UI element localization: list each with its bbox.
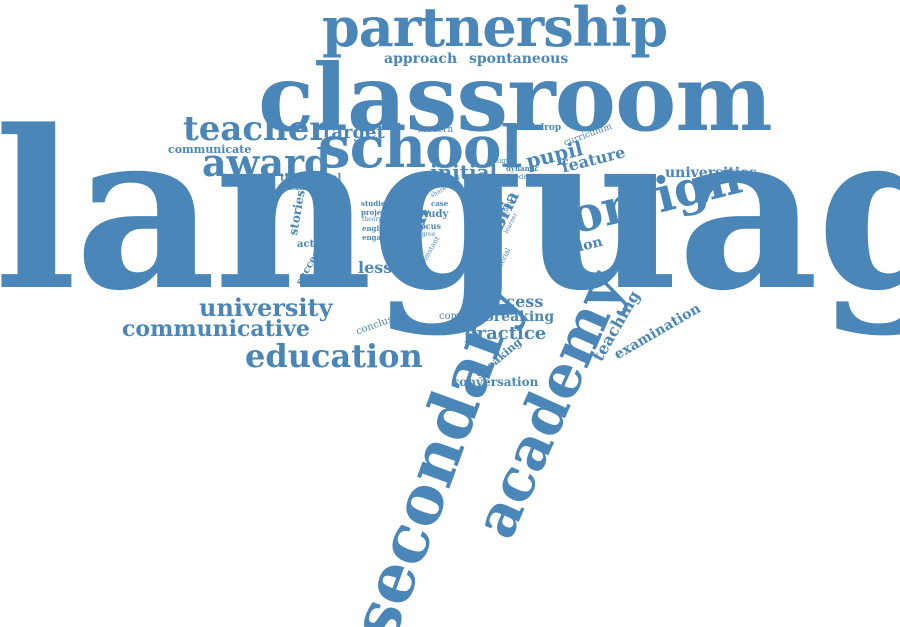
word-activities: activities: [297, 239, 349, 250]
word-modern-2: modern: [508, 173, 536, 181]
word-case: case: [431, 199, 449, 208]
word-spontaneous: spontaneous: [469, 51, 569, 67]
word-example: example: [288, 183, 330, 193]
word-conversation: conversation: [452, 375, 539, 389]
word-success: success: [475, 292, 544, 311]
word-language: language: [0, 83, 900, 339]
word-study: study: [418, 209, 449, 220]
word-initial: initial: [430, 160, 498, 184]
word-model: model: [425, 175, 460, 186]
word-target: target: [323, 122, 385, 143]
word-award: award: [202, 140, 331, 185]
word-backdrop: backdrop: [514, 123, 562, 133]
word-theoretical: theoretical: [280, 173, 342, 184]
word-communicative: communicative: [122, 316, 310, 342]
word-communicate: communicate: [168, 143, 252, 156]
word-focus: focus: [417, 221, 441, 231]
word-lesson: lesson: [358, 258, 415, 277]
word-school: school: [318, 113, 523, 181]
word-university: university: [199, 293, 333, 322]
word-english: english: [362, 224, 391, 233]
word-modern: modern: [418, 125, 454, 135]
word-universities: universities: [665, 165, 757, 181]
word-subject: subject: [400, 177, 429, 186]
word-classroom: classroom: [258, 44, 773, 152]
word-engage: engage: [362, 233, 391, 242]
word-project: project: [361, 208, 389, 217]
word-combine: combine: [439, 311, 483, 322]
word-breaking: breaking: [484, 309, 555, 325]
word-agree: agree: [418, 231, 436, 238]
word-theory: theory: [362, 216, 382, 223]
word-partnership: partnership: [322, 0, 668, 59]
word-approach: approach: [384, 51, 458, 67]
word-studies: studies: [361, 199, 390, 208]
word-education: education: [245, 337, 423, 375]
word-practice: practice: [464, 323, 547, 344]
word-dynamic: dynamic: [506, 164, 539, 173]
word-teacher: teacher: [183, 109, 328, 149]
word-unique: unique: [490, 157, 515, 165]
